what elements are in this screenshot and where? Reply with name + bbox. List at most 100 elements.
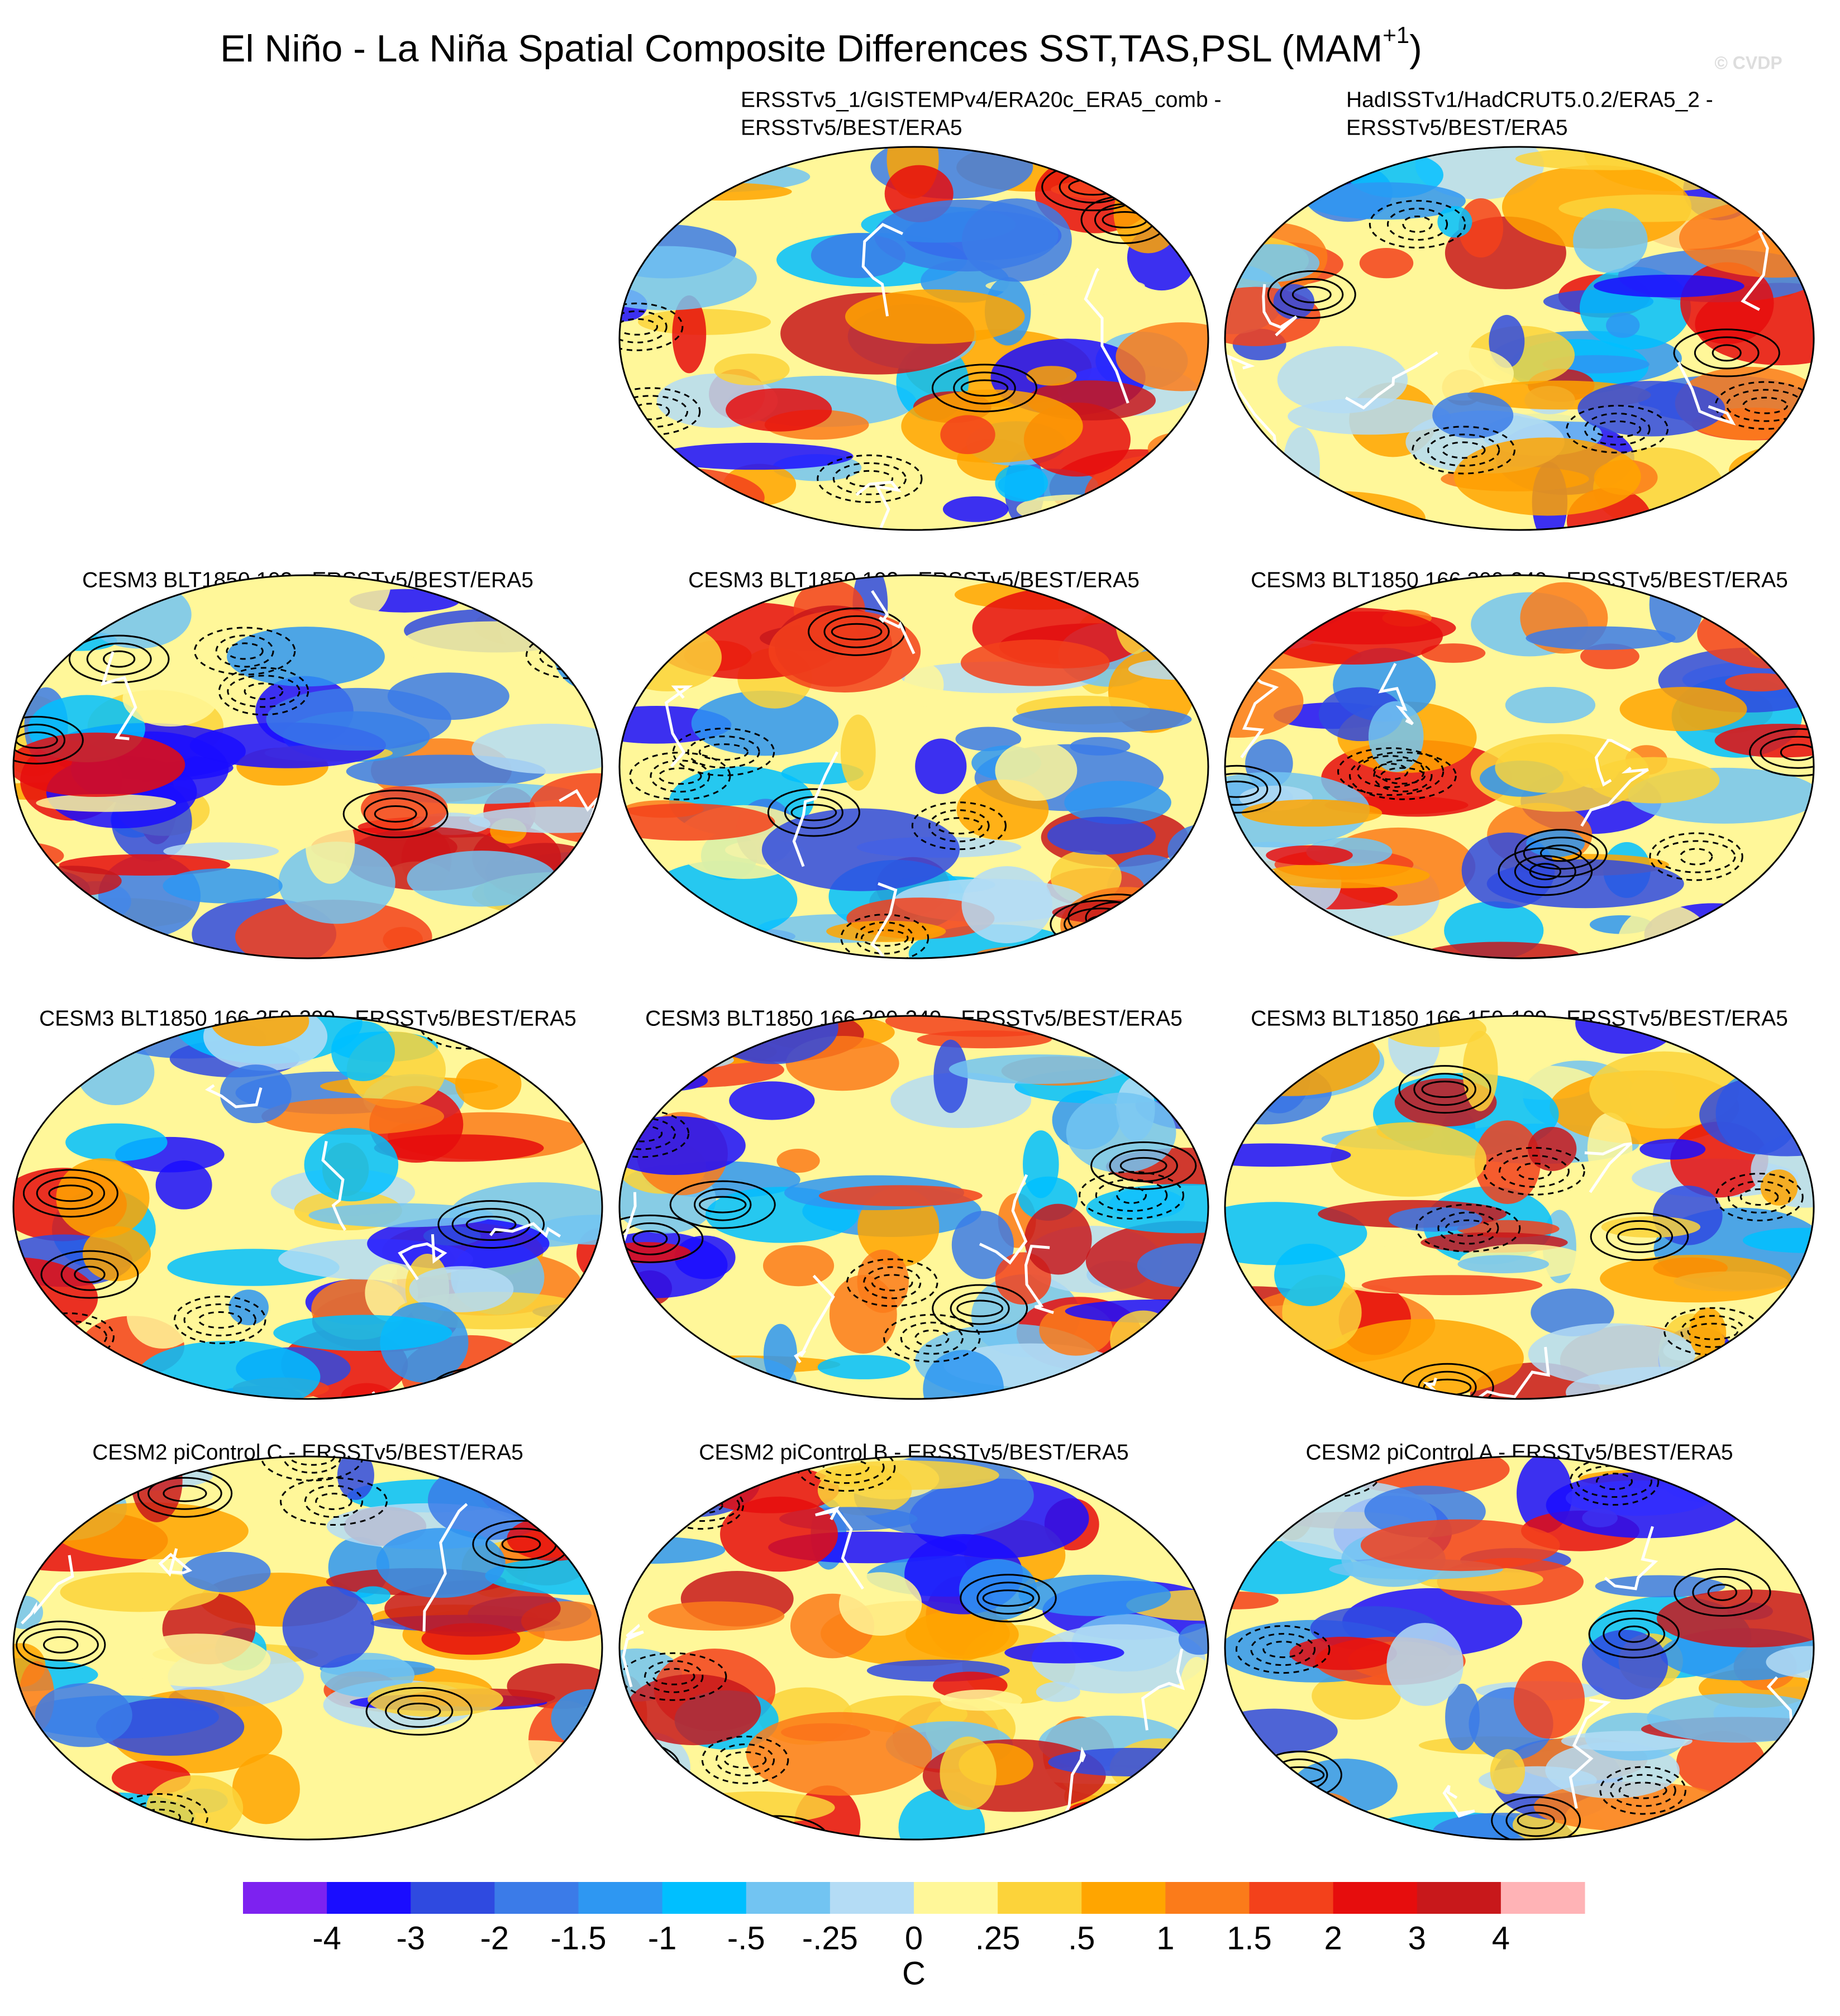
field-blob [1031,1624,1205,1694]
psl-contour [698,1196,747,1214]
psl-contour [840,914,929,958]
coastline [1467,1346,1550,1399]
title-end: ) [1409,27,1422,70]
field-blob [619,1320,673,1343]
psl-contour [1116,1186,1147,1204]
colorbar-label: 0 [905,1920,923,1956]
psl-contour [1673,328,1780,378]
field-blob [746,1712,932,1796]
field-blob [763,1324,798,1385]
field-blob [619,467,765,528]
field-blob [838,1572,922,1636]
colorbar-swatch [1333,1882,1418,1914]
field-blob [674,1235,736,1279]
field-blob [857,1249,909,1313]
colorbar-label: 2 [1324,1920,1342,1956]
psl-contour [173,1296,266,1345]
coastline [1580,766,1649,827]
field-blob [961,866,1052,944]
field-blob [1689,1307,1727,1359]
field-blob [1225,1787,1342,1840]
coastline [861,223,903,317]
field-blob [1113,173,1183,254]
field-blob [513,1350,600,1399]
psl-contour [13,1346,50,1364]
coastline [1084,267,1129,404]
field-blob [1266,845,1353,866]
psl-contour [13,715,84,765]
field-blob [1128,658,1208,680]
field-blob [1714,723,1814,758]
field-blob [1305,1365,1362,1399]
field-blob [51,924,155,958]
field-blob [744,147,819,162]
psl-contour [1427,433,1500,467]
field-blob [1283,427,1321,505]
field-blob [1458,198,1504,258]
map [619,1456,1208,1840]
field-blob [1606,313,1640,338]
psl-contour [928,809,990,843]
field-blob [1600,1254,1792,1303]
psl-contour [60,1258,119,1291]
colorbar-swatch [914,1882,998,1914]
field-blob [1745,886,1814,944]
field-blob [1066,1092,1176,1173]
watermark: © CVDP [1714,52,1782,73]
psl-contour [1603,1617,1666,1651]
panel-title: ERSSTv5/BEST/ERA5 [741,116,962,140]
field-blob [1528,1323,1696,1385]
coastline [1024,1244,1054,1315]
field-blob [306,807,355,884]
map [13,1456,602,1840]
field-blob [282,1586,374,1668]
field-blob [376,1528,506,1598]
field-blob [399,621,586,669]
psl-contour [1539,844,1582,862]
field-blob [1225,1708,1338,1754]
psl-contour [1491,1796,1581,1840]
colorbar-label: -1.5 [551,1920,607,1956]
psl-contour [883,1313,981,1363]
psl-contour [279,1477,388,1526]
psl-contour [632,1230,668,1248]
psl-contour [533,576,582,594]
psl-contour [846,470,894,488]
map-border [618,1455,1209,1841]
psl-contour [13,1331,71,1380]
psl-contour [1761,189,1814,222]
coastline [398,1234,447,1281]
field-blob [1750,1471,1784,1517]
psl-contour [1617,1227,1662,1245]
field-blob [761,808,960,891]
psl-contour [619,1794,666,1827]
figure-title: El Niño - La Niña Spatial Composite Diff… [220,22,1422,70]
map-border [618,574,1209,959]
field-blob [1136,1794,1208,1840]
psl-contour [620,1125,663,1143]
psl-contour [342,789,449,838]
colorbar-unit: C [902,1955,926,1991]
psl-contour [1692,1575,1753,1609]
psl-contour [48,1328,88,1346]
field-blob [182,1551,271,1593]
coastline [1072,514,1100,530]
psl-contour [1707,1583,1738,1601]
psl-contour [619,1117,676,1150]
field-blob [619,623,722,692]
field-blob [471,723,602,774]
colorbar-swatch [1249,1882,1334,1914]
coastline [1378,662,1414,725]
psl-contour [538,639,602,672]
psl-contour [1102,909,1133,927]
psl-contour [218,667,309,716]
psl-contour [1441,441,1486,459]
field-blob [13,1805,79,1840]
psl-contour [860,929,909,947]
psl-contour [1749,728,1814,777]
field-blob [1495,742,1601,793]
psl-contour [1262,1641,1304,1659]
psl-contour [1760,735,1814,769]
field-blob [714,353,790,386]
